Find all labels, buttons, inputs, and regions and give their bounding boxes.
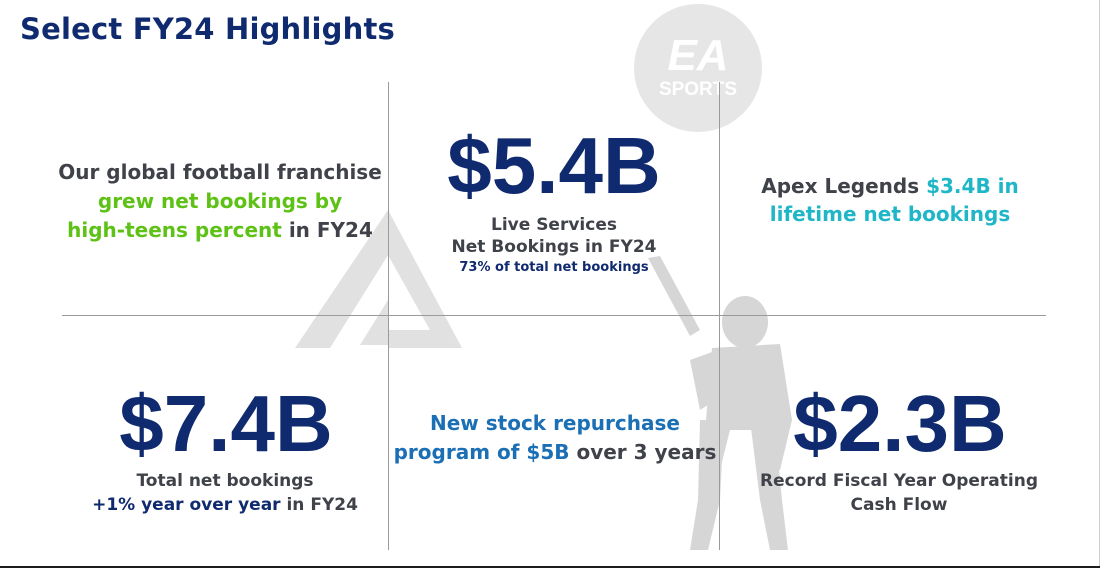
total-bookings-line-2: +1% year over year in FY24 [60, 493, 390, 517]
divider-vertical-right [719, 82, 720, 550]
football-line-2: grew net bookings by [97, 189, 343, 213]
repurchase-highlight: New stock repurchase program of $5B over… [385, 409, 725, 467]
apex-prefix: Apex Legends [761, 174, 927, 198]
live-services-line-1: Live Services [491, 215, 617, 235]
apex-line-2: lifetime net bookings [769, 202, 1011, 226]
apex-line-1: Apex Legends $3.4B in [745, 172, 1035, 200]
football-line-3: high-teens percent in FY24 [45, 216, 395, 245]
repurchase-line-1: New stock repurchase [430, 411, 680, 435]
divider-vertical-left [388, 82, 389, 550]
total-bookings-label: Total net bookings +1% year over year in… [60, 469, 390, 517]
total-bookings-suffix: in FY24 [280, 495, 358, 515]
live-services-line-2: Net Bookings in FY24 [451, 237, 657, 257]
total-bookings-value: $7.4B [119, 379, 333, 468]
live-services-value: $5.4B [447, 121, 661, 210]
total-bookings-line-1: Total net bookings [136, 471, 314, 491]
live-services-share: 73% of total net bookings [459, 260, 649, 275]
cash-flow-label: Record Fiscal Year Operating Cash Flow [740, 469, 1058, 517]
repurchase-amount: program of $5B [393, 440, 570, 464]
cash-flow-line-2: Cash Flow [850, 495, 948, 515]
ea-logo-text: EA [667, 31, 728, 80]
cash-flow-value: $2.3B [793, 379, 1007, 468]
soldier-figure-icon [648, 256, 792, 550]
football-suffix: in FY24 [281, 218, 373, 242]
live-services-label: Live Services Net Bookings in FY24 73% o… [400, 214, 708, 278]
sports-logo-text: SPORTS [659, 79, 737, 100]
total-bookings-growth: +1% year over year [92, 495, 281, 515]
football-line-1: Our global football franchise [58, 160, 382, 184]
repurchase-suffix: over 3 years [569, 440, 717, 464]
apex-value: $3.4B in [926, 174, 1019, 198]
slide-edge-bottom [0, 566, 1100, 568]
apex-legends-logo-icon [295, 210, 462, 348]
repurchase-line-2: program of $5B over 3 years [385, 438, 725, 467]
football-highlight: Our global football franchise grew net b… [45, 158, 395, 245]
ea-sports-logo-icon: EA SPORTS [634, 4, 762, 132]
page-title: Select FY24 Highlights [20, 12, 395, 46]
apex-highlight: Apex Legends $3.4B in lifetime net booki… [745, 172, 1035, 228]
divider-horizontal [62, 315, 1046, 316]
cash-flow-line-1: Record Fiscal Year Operating [760, 471, 1038, 491]
football-highlight-text: high-teens percent [67, 218, 282, 242]
